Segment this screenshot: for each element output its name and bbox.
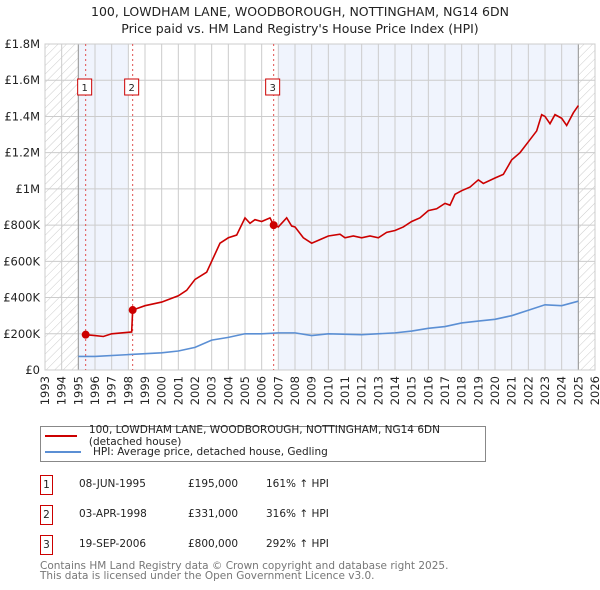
sale-date: 08-JUN-1995 [79,478,146,490]
x-tick-label: 2022 [521,376,535,405]
y-tick-label: £1.2M [4,146,40,160]
series-line [78,300,579,358]
sale-point [269,221,278,230]
x-tick-label: 2017 [438,376,452,405]
footer: Contains HM Land Registry data © Crown c… [40,560,449,582]
legend-swatch-red [45,435,77,437]
x-tick-label: 2010 [321,376,335,405]
x-tick-label: 2014 [388,376,402,405]
y-tick-label: £1.4M [4,109,40,123]
sale-label-box [77,78,93,96]
x-tick-label: 2015 [405,376,419,405]
sale-label: 2 [128,83,134,94]
legend-label: HPI: Average price, detached house, Gedl… [93,446,328,458]
sale-label: 3 [269,83,275,94]
sale-hpi: 161% ↑ HPI [266,478,329,490]
sale-price: £331,000 [188,508,239,520]
y-tick-label: £800K [3,218,40,232]
x-tick-label: 2000 [155,376,169,405]
sale-label: 1 [81,83,87,94]
series-line [85,105,579,338]
x-tick-label: 2002 [188,376,202,405]
x-tick-label: 2007 [271,376,285,405]
x-tick-label: 1997 [105,376,119,405]
x-tick-label: 2019 [471,376,485,405]
sale-hpi: 292% ↑ HPI [266,538,329,550]
plot-border [44,43,596,371]
y-tick-label: £200K [3,327,40,341]
legend: 100, LOWDHAM LANE, WOODBOROUGH, NOTTINGH… [40,424,486,462]
sale-marker-badge: 2 [40,505,53,525]
footer-licence: This data is licensed under the Open Gov… [40,570,375,582]
hatched-region [578,44,595,370]
x-tick-label: 1993 [38,376,52,405]
x-tick-label: 2011 [338,376,352,405]
sale-hpi: 316% ↑ HPI [266,508,329,520]
footer-copyright: Contains HM Land Registry data © Crown c… [40,560,449,572]
y-tick-label: £1M [15,182,40,196]
sale-date: 19-SEP-2006 [79,538,147,550]
sale-marker-badge: 3 [40,535,53,555]
x-tick-label: 1999 [138,376,152,405]
x-tick-label: 2012 [355,376,369,405]
sale-price: £195,000 [188,478,239,490]
x-tick-label: 2006 [255,376,269,405]
legend-swatch-blue [45,451,81,453]
legend-item-property: 100, LOWDHAM LANE, WOODBOROUGH, NOTTINGH… [45,424,485,448]
x-tick-label: 2021 [505,376,519,405]
x-tick-label: 2016 [421,376,435,405]
x-tick-label: 1998 [121,376,135,405]
chart-svg: 1993 1994 1995 1996 1997 1998 1999 2000 2001 2002… [3,37,600,405]
x-tick-label: 2023 [538,376,552,405]
x-tick-label: 1996 [88,376,102,405]
sale-point [128,306,137,315]
chart-title: 100, LOWDHAM LANE, WOODBOROUGH, NOTTINGH… [0,3,600,37]
x-tick-label: 2013 [371,376,385,405]
y-tick-label: £1.6M [4,73,40,87]
shaded-band [78,44,129,370]
y-tick-label: £400K [3,291,40,305]
legend-item-hpi: HPI: Average price, detached house, Gedl… [45,444,328,460]
y-tick-label: £1.8M [4,37,40,51]
x-tick-label: 2018 [455,376,469,405]
title-line: 100, LOWDHAM LANE, WOODBOROUGH, NOTTINGH… [91,4,509,19]
x-tick-label: 2020 [488,376,502,405]
y-tick-label: £0 [25,363,40,377]
x-tick-label: 2024 [555,376,569,405]
x-tick-label: 2003 [205,376,219,405]
x-tick-label: 2025 [571,376,585,405]
sale-date: 03-APR-1998 [79,508,147,520]
x-tick-label: 1995 [71,376,85,405]
sale-point [81,330,90,339]
subtitle-line: Price paid vs. HM Land Registry's House … [121,21,479,36]
x-tick-label: 2005 [238,376,252,405]
x-tick-label: 2009 [305,376,319,405]
x-tick-label: 2026 [588,376,600,405]
sale-label-box [265,78,281,96]
sale-marker-badge: 1 [40,475,53,495]
x-tick-label: 2004 [221,376,235,405]
x-tick-label: 2001 [171,376,185,405]
y-tick-label: £600K [3,254,40,268]
sale-label-box [124,78,140,96]
x-tick-label: 2008 [288,376,302,405]
sale-price: £800,000 [188,538,239,550]
legend-label: 100, LOWDHAM LANE, WOODBOROUGH, NOTTINGH… [88,424,440,448]
x-tick-label: 1994 [55,376,69,405]
